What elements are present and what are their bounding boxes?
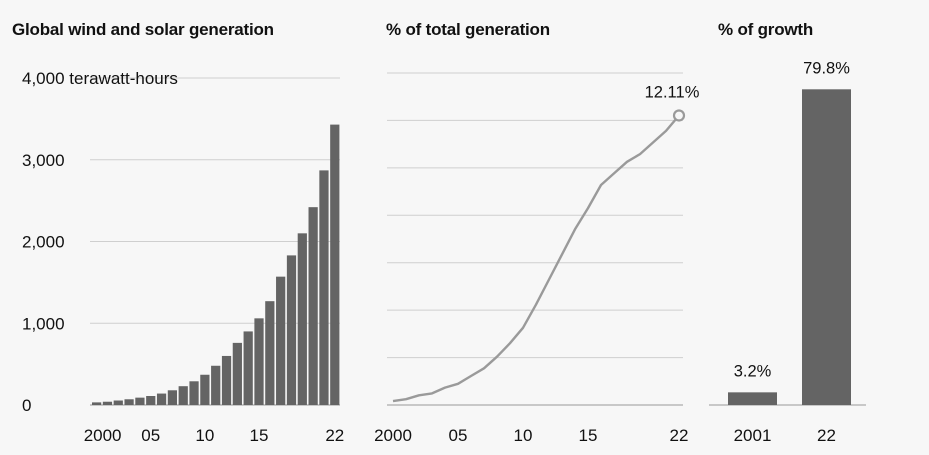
x-tick-label: 2000 (374, 426, 412, 445)
bar (297, 233, 307, 405)
x-tick-label: 22 (670, 426, 689, 445)
bar (286, 255, 297, 405)
bar (178, 386, 188, 405)
chart3-plot: 3.2% 2001 79.8% 22 (709, 59, 866, 445)
bar (113, 400, 123, 405)
bar (211, 365, 221, 405)
bar (254, 318, 264, 405)
y-tick-label: 2,000 (22, 233, 65, 252)
y-tick-label: 1,000 (22, 314, 65, 333)
bar (243, 331, 253, 405)
bar (92, 402, 102, 405)
bar (124, 399, 134, 405)
x-tick-label: 22 (817, 426, 836, 445)
bar (308, 207, 318, 405)
x-tick-label: 10 (195, 426, 214, 445)
bar (189, 381, 199, 405)
x-tick-label: 05 (141, 426, 160, 445)
bar (319, 170, 329, 405)
x-tick-label: 15 (579, 426, 598, 445)
x-tick-label: 10 (514, 426, 533, 445)
bar (232, 342, 242, 405)
chart3-title: % of growth (718, 20, 814, 39)
series-line (392, 114, 680, 403)
bar (156, 393, 167, 405)
bar (135, 397, 145, 405)
end-point-marker (672, 109, 686, 122)
x-tick-label: 2001 (734, 426, 772, 445)
y-tick-label: 0 (22, 396, 31, 415)
y-tick-label: 4,000 terawatt-hours (22, 69, 178, 88)
chart2-plot: 12.11% 2000 05 10 15 22 (374, 72, 700, 445)
x-tick-label: 22 (325, 426, 344, 445)
bar-value-label: 79.8% (803, 59, 850, 77)
y-tick-label: 3,000 (22, 151, 65, 170)
bar (102, 401, 113, 405)
x-tick-label: 15 (250, 426, 269, 445)
bar (146, 396, 156, 405)
chart2-title: % of total generation (386, 20, 550, 39)
x-tick-label: 2000 (84, 426, 122, 445)
bar (802, 89, 851, 406)
bar (200, 374, 210, 405)
bar (330, 124, 340, 405)
bar (167, 390, 178, 405)
end-value-label: 12.11% (645, 83, 700, 101)
bar (276, 276, 286, 405)
chart1-plot: 0 1,000 2,000 3,000 4,000 terawatt-hours 2000… (22, 69, 344, 445)
x-tick-label: 05 (449, 426, 468, 445)
bar (265, 301, 275, 405)
bar (221, 355, 232, 405)
bar-value-label: 3.2% (734, 362, 772, 380)
chart1-title: Global wind and solar generation (12, 20, 274, 39)
bar (728, 392, 777, 405)
